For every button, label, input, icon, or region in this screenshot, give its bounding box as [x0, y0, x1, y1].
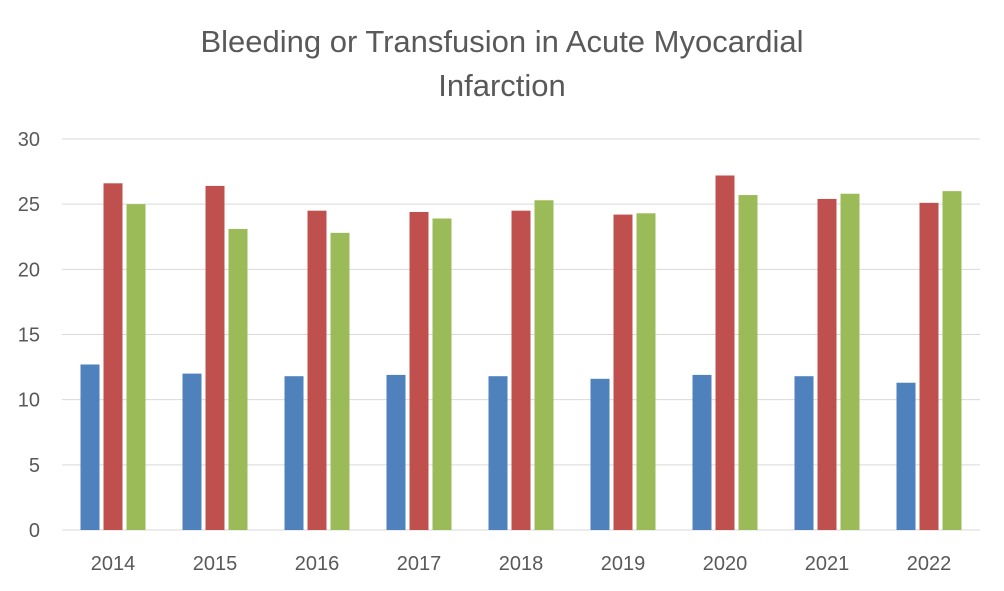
bar-2019-series-1: [590, 378, 610, 530]
bar-2020-series-1: [692, 374, 712, 530]
bar-2016-series-3: [330, 232, 350, 530]
bar-2017-series-1: [386, 374, 406, 530]
bar-2018-series-3: [534, 200, 554, 531]
y-tick-label: 20: [18, 259, 40, 281]
x-tick-label: 2017: [397, 553, 442, 575]
bar-2019-series-3: [636, 213, 656, 531]
bar-2015-series-2: [205, 185, 225, 531]
bar-2021-series-3: [840, 193, 860, 531]
x-tick-label: 2020: [703, 553, 748, 575]
y-tick-label: 0: [29, 520, 40, 542]
chart-title-line-1: Bleeding or Transfusion in Acute Myocard…: [200, 24, 804, 59]
bar-2017-series-2: [409, 211, 429, 530]
chart-title-line-2: Infarction: [438, 68, 566, 103]
y-tick-label: 15: [18, 325, 40, 347]
y-tick-label: 30: [18, 129, 40, 151]
x-axis-ticks: 2014 2015 2016 2017 2018 2019 2020 2021 2022: [91, 553, 952, 575]
bar-2015-series-3: [228, 228, 248, 530]
x-tick-label: 2016: [295, 553, 340, 575]
bar-2021-series-1: [794, 376, 814, 530]
bar-2022-series-3: [942, 191, 962, 530]
bar-2020-series-3: [738, 195, 758, 530]
x-tick-label: 2019: [601, 553, 646, 575]
bar-2016-series-2: [307, 210, 327, 530]
bar-2015-series-1: [182, 373, 202, 530]
bar-2014-series-3: [126, 204, 146, 530]
bar-2014-series-2: [103, 183, 123, 530]
x-tick-label: 2018: [499, 553, 544, 575]
x-tick-label: 2015: [193, 553, 238, 575]
bar-2018-series-1: [488, 376, 508, 530]
y-tick-label: 10: [18, 390, 40, 412]
bars: [80, 175, 962, 531]
x-tick-label: 2014: [91, 553, 136, 575]
bar-2016-series-1: [284, 376, 304, 530]
bar-2021-series-2: [817, 198, 837, 530]
bar-2022-series-1: [896, 382, 916, 530]
bar-2019-series-2: [613, 214, 633, 531]
y-tick-label: 5: [29, 455, 40, 477]
x-tick-label: 2021: [805, 553, 850, 575]
bar-2020-series-2: [715, 175, 735, 530]
bar-2017-series-3: [432, 218, 452, 530]
bar-2014-series-1: [80, 364, 100, 530]
bar-2022-series-2: [919, 202, 939, 530]
y-axis-ticks: 0 5 10 15 20 25 30: [18, 129, 40, 542]
bar-2018-series-2: [511, 210, 531, 530]
x-tick-label: 2022: [907, 553, 952, 575]
y-tick-label: 25: [18, 194, 40, 216]
